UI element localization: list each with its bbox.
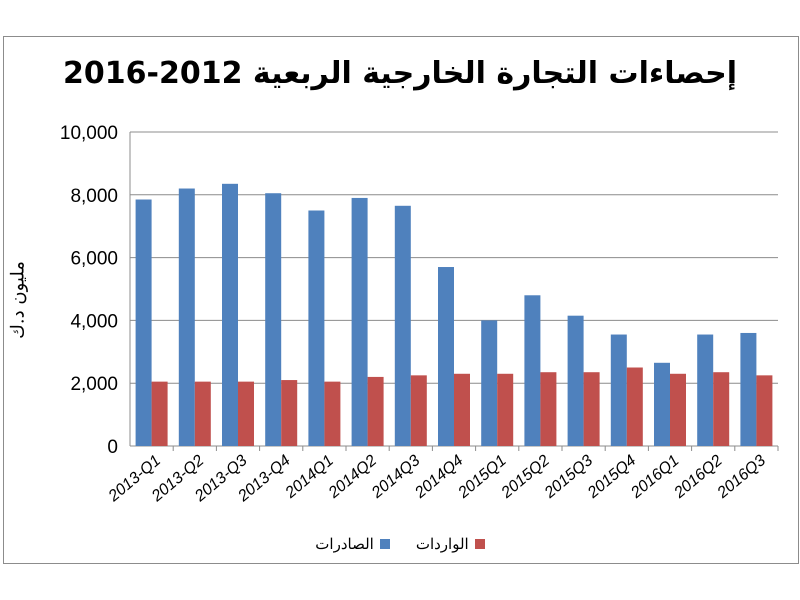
bar-imports <box>670 373 686 446</box>
y-tick-label: 8,000 <box>70 186 118 207</box>
bar-exports <box>610 334 627 446</box>
legend-item-exports: الصادرات <box>315 535 390 553</box>
x-tick-label: 2015Q4 <box>584 452 639 502</box>
bar-imports <box>497 373 514 446</box>
legend: الصادرات الواردات <box>0 535 800 553</box>
bar-imports <box>756 375 773 446</box>
legend-label-exports: الصادرات <box>315 535 374 553</box>
bar-exports <box>308 210 325 446</box>
bar-exports <box>351 197 368 446</box>
bar-imports <box>238 381 254 446</box>
bar-imports <box>194 381 211 446</box>
x-tick-label: 2014Q4 <box>411 452 466 502</box>
legend-item-imports: الواردات <box>416 535 485 553</box>
bar-exports <box>135 199 152 446</box>
y-tick-label: 2,000 <box>70 374 118 395</box>
bar-exports <box>654 362 670 446</box>
x-tick-label: 2016Q2 <box>670 452 725 502</box>
x-tick-label: 2015Q2 <box>498 452 553 502</box>
bar-exports <box>740 332 757 446</box>
bar-imports <box>324 381 341 446</box>
y-tick-label: 4,000 <box>70 311 118 332</box>
bar-exports <box>394 205 411 446</box>
legend-swatch-exports <box>379 539 390 549</box>
bar-exports <box>222 183 238 446</box>
bar-imports <box>583 372 600 446</box>
x-tick-label: 2014Q1 <box>282 452 337 502</box>
x-tick-label: 2015Q3 <box>541 452 596 502</box>
legend-label-imports: الواردات <box>415 535 469 553</box>
bar-imports <box>151 381 168 446</box>
bar-imports <box>410 375 427 446</box>
bar-imports <box>281 380 298 446</box>
bar-exports <box>438 267 454 446</box>
x-tick-label: 2016Q3 <box>714 452 769 502</box>
bar-imports <box>454 373 470 446</box>
bar-imports <box>713 372 730 446</box>
x-tick-label: 2015Q1 <box>454 452 509 502</box>
bar-exports <box>265 193 282 446</box>
bar-imports <box>626 367 643 446</box>
x-tick-label: 2016Q1 <box>627 452 682 502</box>
y-tick-label: 10,000 <box>60 123 118 144</box>
y-tick-label: 0 <box>107 437 118 458</box>
bar-exports <box>178 188 195 446</box>
bar-exports <box>567 315 584 446</box>
legend-swatch-imports <box>474 539 485 549</box>
x-tick-label: 2014Q3 <box>368 452 423 502</box>
bar-imports <box>540 372 557 446</box>
y-tick-label: 6,000 <box>70 249 118 270</box>
x-tick-label: 2014Q2 <box>325 452 380 502</box>
bar-imports <box>367 376 384 446</box>
chart-title: إحصاءات التجارة الخارجية الربعية 2012-20… <box>63 56 737 91</box>
bar-exports <box>697 334 714 446</box>
bar-exports <box>481 320 498 446</box>
bar-exports <box>524 295 541 446</box>
